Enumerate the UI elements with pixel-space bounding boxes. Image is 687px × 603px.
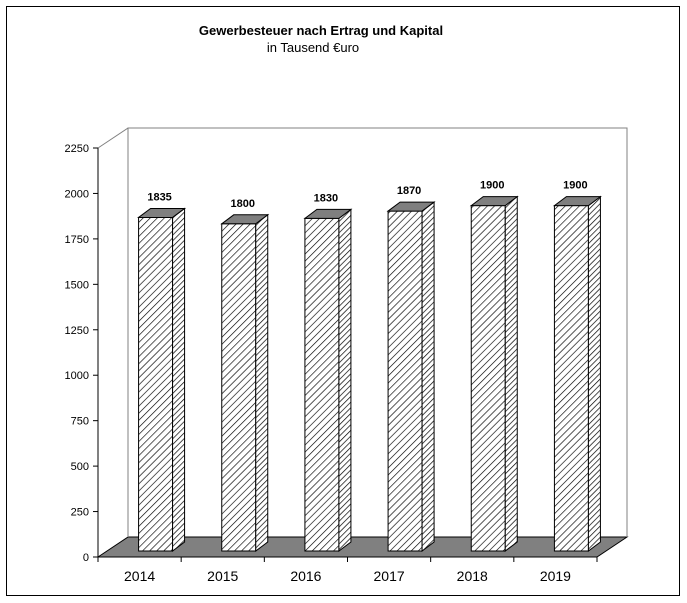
plot-side-wall-edge xyxy=(97,127,129,149)
y-tick-label: 1000 xyxy=(65,370,89,382)
bar xyxy=(303,208,353,552)
y-tick-label: 1750 xyxy=(65,234,89,246)
bar-front xyxy=(553,205,589,552)
bar xyxy=(220,213,270,552)
bar-front xyxy=(138,216,174,552)
bars xyxy=(137,195,602,552)
bar-side xyxy=(587,195,601,552)
data-labels: 1835 1800 1830 1870 1900 1900 xyxy=(147,180,587,210)
bar xyxy=(552,195,602,552)
bar-side xyxy=(421,201,435,552)
bar xyxy=(386,201,436,552)
bar-side xyxy=(504,195,518,552)
bar-top xyxy=(386,201,436,212)
y-tick-label: 750 xyxy=(71,416,89,428)
bar-front xyxy=(221,223,257,552)
plot-back-wall xyxy=(127,127,628,537)
data-label: 1870 xyxy=(397,185,421,197)
bar-front xyxy=(304,217,340,552)
bar xyxy=(137,207,187,552)
data-label: 1835 xyxy=(147,191,171,203)
x-tick-label: 2019 xyxy=(540,568,571,584)
x-tick-label: 2016 xyxy=(290,568,321,584)
data-label: 1830 xyxy=(314,192,338,204)
y-tick-label: 1250 xyxy=(65,325,89,337)
bar-top xyxy=(303,208,353,219)
y-tick-label: 2000 xyxy=(65,188,89,200)
data-label: 1800 xyxy=(231,198,255,210)
bar-side xyxy=(255,213,269,552)
x-tick-label: 2018 xyxy=(457,568,488,584)
bar-front xyxy=(470,205,506,552)
bar-top xyxy=(220,214,270,225)
data-label: 1900 xyxy=(563,180,587,192)
x-tick-label: 2014 xyxy=(124,568,155,584)
bar-top xyxy=(552,196,602,207)
x-tick-label: 2015 xyxy=(207,568,238,584)
x-tick-label: 2017 xyxy=(374,568,405,584)
y-axis: 0 250 500 750 1000 1250 1500 1750 2000 2250 xyxy=(65,143,99,564)
data-label: 1900 xyxy=(480,180,504,192)
y-tick-label: 1500 xyxy=(65,279,89,291)
y-tick-label: 500 xyxy=(71,461,89,473)
bar-side xyxy=(172,207,186,552)
bar-front xyxy=(387,210,423,552)
chart-title: Gewerbesteuer nach Ertrag und Kapital xyxy=(199,23,443,38)
bar-top xyxy=(137,207,187,218)
bar-top xyxy=(469,196,519,207)
y-tick-label: 0 xyxy=(83,552,89,564)
bar-side xyxy=(338,208,352,552)
chart-subtitle: in Tausend €uro xyxy=(267,40,359,55)
y-tick-label: 250 xyxy=(71,507,89,519)
x-axis: 2014 2015 2016 2017 2018 2019 xyxy=(97,556,598,584)
y-tick-label: 2250 xyxy=(65,143,89,155)
bar xyxy=(469,195,519,552)
